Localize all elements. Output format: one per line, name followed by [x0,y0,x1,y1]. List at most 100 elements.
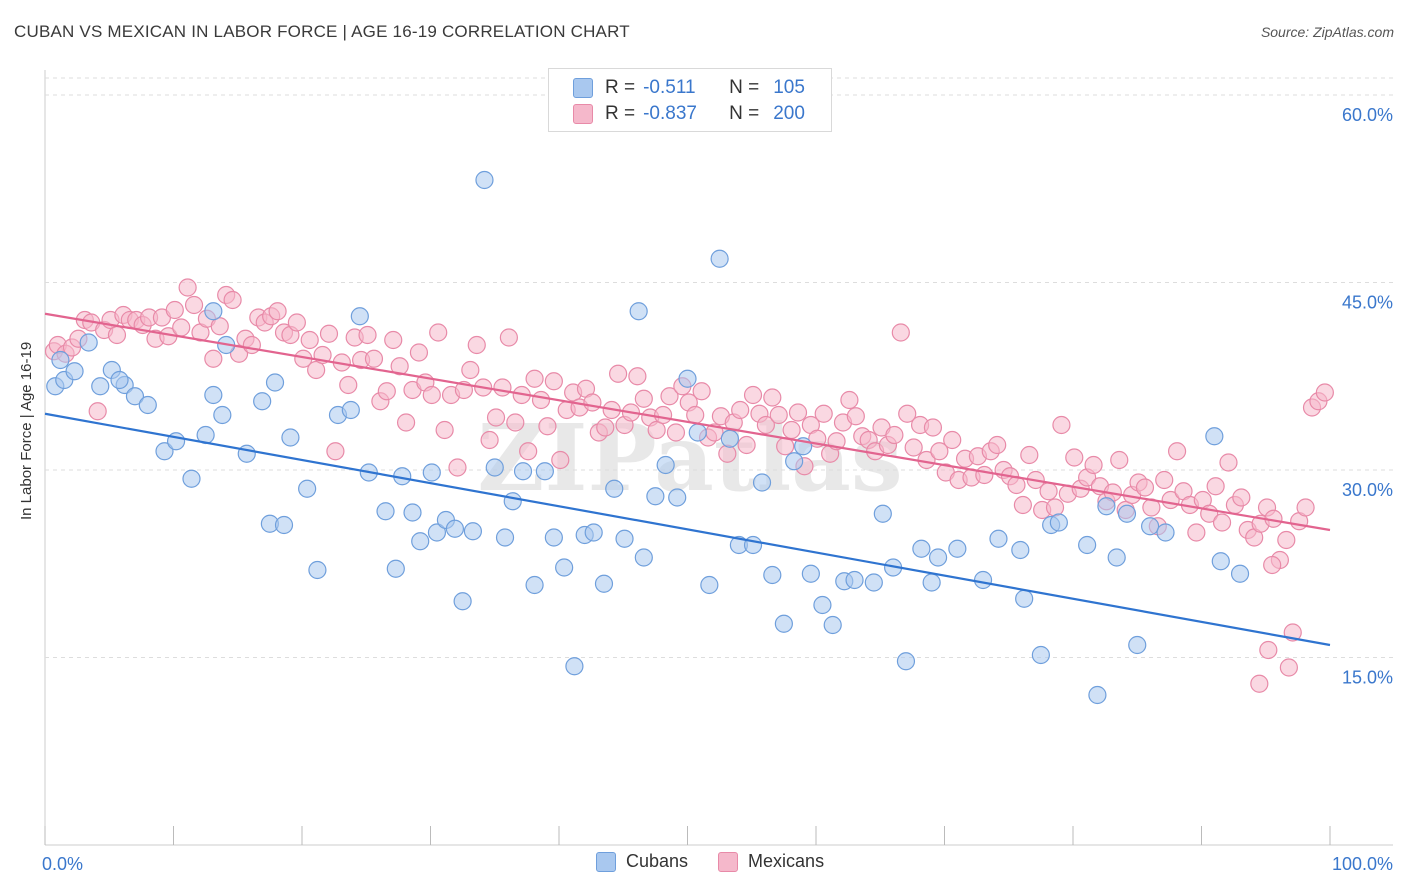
cuban-point [678,369,697,388]
mexican-point [358,325,377,345]
cuban-point [525,575,544,595]
mexican-point [1135,478,1155,497]
cuban-point [656,455,675,475]
cuban-point [801,564,820,583]
cuban-point [79,333,98,352]
chart-title: CUBAN VS MEXICAN IN LABOR FORCE | AGE 16… [14,22,630,41]
cuban-point [1128,635,1147,655]
mexican-point [396,413,416,432]
cuban-point [155,442,174,461]
mexican-point [737,435,756,455]
mexican-point [666,423,686,442]
cuban-point [555,558,574,577]
r-label: R = [605,77,636,98]
mexicans-trend-line [44,312,1331,532]
cuban-point [989,529,1008,548]
cuban-point [308,560,327,580]
mexican-point [1167,442,1187,461]
y-axis-label: In Labor Force | Age 16-19 [18,341,35,520]
mexican-point [300,330,319,350]
cuban-point [688,423,707,442]
legend-item-mexicans[interactable]: Mexicans [718,851,824,872]
cuban-point [1088,685,1107,705]
legend-item-cubans[interactable]: Cubans [596,851,688,872]
mexican-point [287,313,306,332]
cuban-point [237,444,256,463]
cuban-point [1049,513,1068,532]
y-tick-label: 30.0% [1342,480,1393,500]
mexican-point [596,418,615,437]
mexican-point [493,378,512,397]
mexican-point [898,404,917,423]
cuban-point [1015,589,1034,608]
mexican-point [210,317,229,336]
mexican-point [538,417,557,436]
cuban-point [204,385,223,405]
cuban-point [1140,517,1160,536]
mexican-point [223,290,242,310]
mexican-point [782,420,801,440]
mexican-point [88,402,107,421]
mexican-point [923,418,943,437]
cuban-point [453,592,472,611]
cuban-point [763,565,782,585]
mexican-point [551,450,570,470]
cubans-swatch [596,851,616,872]
mexican-point [165,300,184,320]
n-label: N = [729,77,760,98]
cuban-point [565,657,584,676]
mexican-point [172,318,191,337]
cuban-point [1230,564,1250,583]
mexican-point [499,328,518,347]
mexican-point [544,372,563,391]
legend-label-mexicans: Mexicans [748,851,825,871]
mexican-point [307,360,326,380]
cuban-point [91,377,110,396]
x-tick-label: 0.0% [42,854,83,874]
mexican-point [107,325,127,345]
cuban-point [298,479,317,498]
mexican-point [422,385,441,405]
cuban-point [1078,535,1097,555]
mexican-point [178,278,197,297]
mexican-point [660,387,679,406]
cuban-point [213,405,232,425]
cuban-point [265,373,285,392]
cuban-point [485,458,504,477]
mexican-point [647,420,666,440]
legend-label-cubans: Cubans [626,851,689,871]
mexican-point [1250,674,1269,693]
cuban-point [1011,540,1030,560]
mexican-point [461,360,480,380]
series-legend: Cubans Mexicans [596,851,854,872]
mexican-point [891,323,910,342]
mexican-point [242,335,261,355]
cuban-point [274,515,294,535]
r-value: -0.511 [643,77,696,98]
cuban-point [495,528,515,547]
cuban-point [475,170,494,190]
cuban-point [785,452,804,471]
mexican-point [429,323,448,342]
y-tick-label: 15.0% [1342,668,1393,688]
mexican-point [731,400,750,420]
mexican-point [628,367,647,386]
mexican-point [1212,513,1232,532]
correlation-legend: R = -0.511 N = 105 R = -0.837 N = 200 [548,68,832,132]
mexican-point [756,415,775,435]
mexican-point [1279,658,1298,677]
mexican-point [364,349,384,368]
mexican-point [531,390,551,410]
cuban-point [125,387,145,406]
mexican-point [692,382,711,401]
mexican-point [448,458,467,477]
mexican-point [1065,448,1084,467]
cuban-point [281,428,300,447]
y-tick-label: 45.0% [1342,293,1393,313]
cuban-point [823,615,842,635]
mexican-point [384,330,403,350]
mexican-point [1045,498,1065,517]
cuban-point [720,429,740,448]
r-label: R = [605,103,636,124]
cuban-point [710,249,729,268]
